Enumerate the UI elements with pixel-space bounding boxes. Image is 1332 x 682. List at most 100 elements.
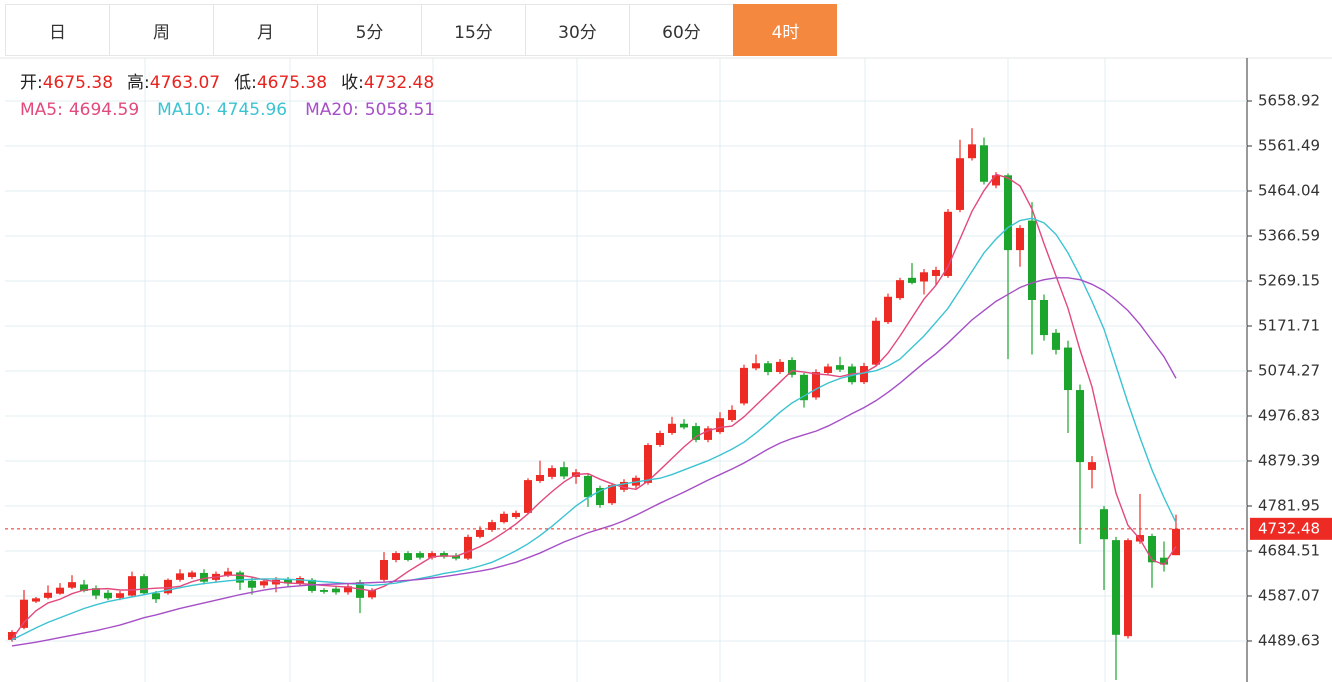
candle-body (188, 572, 196, 578)
candle-body (1004, 175, 1012, 251)
candle-body (8, 632, 16, 640)
candle-body (512, 512, 520, 518)
candle-body (416, 553, 424, 558)
current-price-box (1250, 517, 1332, 540)
candle-body (644, 444, 652, 483)
period-tab[interactable]: 日 (5, 4, 109, 56)
candle-body (488, 522, 496, 530)
candle-body (920, 272, 928, 282)
candle-body (392, 553, 400, 560)
candle-body (440, 553, 448, 557)
y-tick-label: 5074.27 (1258, 361, 1320, 379)
candle-body (608, 485, 616, 504)
candle-body (680, 423, 688, 428)
period-tab[interactable]: 5分 (317, 4, 421, 56)
candle-body (956, 158, 964, 210)
y-tick-label: 4684.51 (1258, 541, 1320, 559)
candle-body (836, 365, 844, 370)
candle-body (764, 363, 772, 373)
candle-body (248, 580, 256, 588)
y-tick-label: 4587.07 (1258, 586, 1320, 604)
candle-body (1172, 528, 1180, 556)
ma-value: 4694.59 (69, 100, 139, 120)
ma-label: MA10: (157, 100, 211, 120)
candle-body (140, 576, 148, 594)
candle-body (1028, 220, 1036, 300)
ohlc-label: 低: (234, 73, 257, 93)
candle-body (716, 418, 724, 433)
period-tab[interactable]: 15分 (421, 4, 525, 56)
candle-body (896, 280, 904, 299)
candle-body (428, 553, 436, 558)
period-tabs: 日周月 5分 15分 30分 60分 4时 (5, 4, 837, 58)
candle-body (584, 475, 592, 498)
candle-body (320, 590, 328, 592)
period-tab[interactable]: 60分 (629, 4, 733, 56)
period-tab[interactable]: 周 (109, 4, 213, 56)
candle-body (20, 599, 28, 628)
ma-value: 4745.96 (217, 100, 287, 120)
y-tick-label: 4781.95 (1258, 496, 1320, 514)
ma-label: MA5: (20, 100, 63, 120)
ohlc-value: 4763.07 (150, 73, 220, 93)
candle-body (128, 576, 136, 596)
ohlc-header: 开:4675.38 高:4763.07 低:4675.38 收:4732.48 (20, 73, 434, 93)
candle-body (464, 536, 472, 559)
period-tab[interactable]: 月 (213, 4, 317, 56)
candle-body (860, 366, 868, 383)
candle-body (704, 428, 712, 440)
candle-body (812, 372, 820, 398)
candle-body (368, 590, 376, 598)
candle-body (1124, 540, 1132, 637)
candle-body (344, 586, 352, 593)
candle-body (752, 363, 760, 369)
candle-body (740, 367, 748, 404)
y-tick-label: 5464.04 (1258, 181, 1320, 199)
ohlc-value: 4675.38 (257, 73, 327, 93)
candle-body (56, 587, 64, 594)
period-tab[interactable]: 30分 (525, 4, 629, 56)
candle-body (944, 211, 952, 276)
candle-body (1088, 462, 1096, 470)
candle-body (332, 588, 340, 593)
ma-line (11, 217, 1177, 641)
candle-body (476, 529, 484, 537)
candle-body (356, 582, 364, 598)
candle-body (1160, 557, 1168, 565)
candle-body (788, 360, 796, 375)
y-tick-label: 5269.15 (1258, 271, 1320, 289)
candle-body (668, 423, 676, 433)
candle-body (1100, 509, 1108, 540)
candle-body (1112, 540, 1120, 635)
ma-line (11, 277, 1177, 647)
candle-body (536, 475, 544, 482)
candle-body (380, 559, 388, 580)
ohlc-value: 4732.48 (364, 73, 434, 93)
candle-body (500, 513, 508, 523)
candle-body (1064, 347, 1072, 391)
ma-label: MA20: (305, 100, 359, 120)
y-tick-label: 4879.39 (1258, 451, 1320, 469)
candle-body (176, 573, 184, 580)
candle-body (932, 269, 940, 276)
candle-body (524, 480, 532, 513)
candle-body (296, 578, 304, 585)
candle-body (692, 426, 700, 440)
period-tab[interactable]: 4时 (733, 4, 837, 56)
candle-body (200, 572, 208, 582)
candle-body (260, 581, 268, 586)
y-tick-label: 4489.63 (1258, 631, 1320, 649)
candle-body (236, 572, 244, 583)
candle-body (908, 277, 916, 283)
ma-line (11, 173, 1177, 640)
current-price-label: 4732.48 (1258, 519, 1320, 537)
candle-body (776, 361, 784, 373)
candle-body (1040, 299, 1048, 336)
candle-body (596, 487, 604, 506)
y-tick-label: 4976.83 (1258, 406, 1320, 424)
candle-body (44, 592, 52, 598)
ohlc-label: 开: (20, 73, 43, 93)
ohlc-label: 收: (341, 73, 364, 93)
ohlc-value: 4675.38 (43, 73, 113, 93)
candle-body (164, 579, 172, 594)
